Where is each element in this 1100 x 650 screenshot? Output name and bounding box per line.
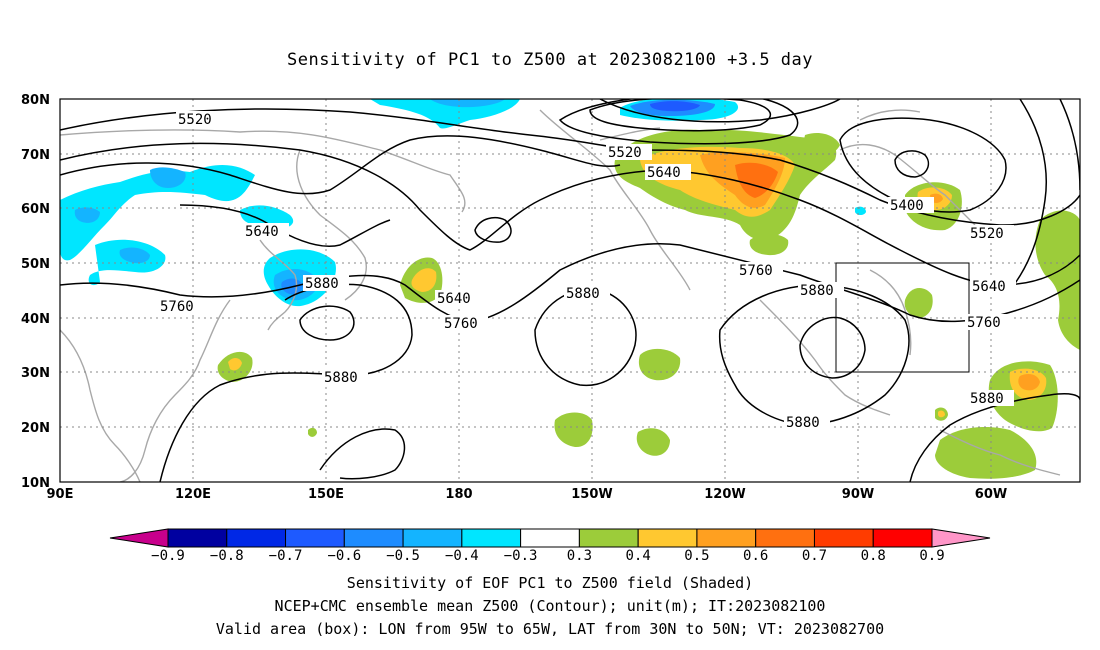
- contour-label-5400: 5400: [890, 198, 924, 214]
- contour-label-5640-b: 5640: [647, 165, 681, 181]
- colorbar-left-arrow: [109, 528, 169, 548]
- contour-label-5760-a: 5760: [160, 299, 194, 315]
- caption-line-3: Valid area (box): LON from 95W to 65W, L…: [215, 620, 885, 638]
- contour-5520-c: [1009, 99, 1048, 291]
- contour-label-5880-d: 5880: [800, 283, 834, 299]
- colorbar-cell: [578, 528, 639, 548]
- contour-5880-f: [319, 428, 406, 480]
- colorbar-label: 0.9: [919, 548, 944, 564]
- colorbar-cell: [343, 528, 404, 548]
- contour-5880-e: [909, 393, 1080, 482]
- contour-label-5640-d: 5640: [972, 279, 1006, 295]
- lon-label: 120W: [704, 487, 745, 502]
- lon-label: 180: [445, 487, 472, 502]
- contour-label-5520-a: 5520: [178, 112, 212, 128]
- contour-label-5760-d: 5760: [967, 315, 1001, 331]
- coastlines: [60, 109, 1061, 482]
- colorbar-label: −0.3: [504, 548, 538, 564]
- positive-sensitivity-shading: [217, 129, 1080, 479]
- colorbar-label: 0.5: [684, 548, 709, 564]
- contour-5760: [60, 242, 1080, 323]
- colorbar-label: 0.6: [743, 548, 768, 564]
- colorbar-right-arrow: [931, 528, 991, 548]
- colorbar-label: 0.3: [567, 548, 592, 564]
- contour-label-5640-a: 5640: [245, 224, 279, 240]
- colorbar: −0.9 −0.8 −0.7 −0.6 −0.5 −0.4 −0.3 0.3 0.4 0.5 0.6…: [109, 528, 991, 564]
- lat-label: 20N: [21, 421, 50, 436]
- colorbar-cell: [461, 528, 522, 548]
- contour-5400-b: [599, 99, 841, 123]
- contour-label-5880-b: 5880: [324, 370, 358, 386]
- colorbar-label: −0.4: [445, 548, 479, 564]
- contour-5640: [60, 142, 1080, 286]
- colorbar-cell: [520, 528, 580, 548]
- colorbar-cell: [226, 528, 287, 548]
- colorbar-label: −0.8: [210, 548, 244, 564]
- contour-label-5520-b: 5520: [608, 145, 642, 161]
- contour-5880-d: [799, 316, 866, 379]
- map-frame: [59, 98, 1081, 483]
- colorbar-cell: [402, 528, 463, 548]
- colorbar-cell: [696, 528, 757, 548]
- lon-label: 90W: [842, 487, 874, 502]
- contour-5280: [894, 150, 930, 178]
- contour-labels: 5520 5520 5520 5640 5640 5640 5640 5760 …: [158, 111, 1016, 431]
- caption-line-2: NCEP+CMC ensemble mean Z500 (Contour); u…: [274, 597, 826, 615]
- lat-label: 10N: [21, 476, 50, 491]
- colorbar-cell: [285, 528, 345, 548]
- colorbar-label: −0.6: [327, 548, 361, 564]
- contour-label-5520-c: 5520: [970, 226, 1004, 242]
- lat-label: 80N: [21, 93, 50, 108]
- lat-label: 70N: [21, 148, 50, 163]
- colorbar-cell: [637, 528, 698, 548]
- lon-label: 150E: [308, 487, 344, 502]
- colorbar-label: 0.7: [802, 548, 827, 564]
- lat-label: 60N: [21, 202, 50, 217]
- lon-label: 150W: [571, 487, 612, 502]
- contour-label-5880-a: 5880: [305, 276, 339, 292]
- contour-label-5880-e: 5880: [786, 415, 820, 431]
- lon-label: 90E: [47, 487, 74, 502]
- lon-label: 60W: [975, 487, 1007, 502]
- colorbar-label: −0.9: [151, 548, 185, 564]
- contour-5880-g: [299, 305, 355, 341]
- colorbar-label: −0.5: [386, 548, 420, 564]
- lat-label: 40N: [21, 312, 50, 327]
- colorbar-label: 0.8: [861, 548, 886, 564]
- colorbar-cell: [167, 528, 228, 548]
- contour-label-5760-c: 5760: [739, 263, 773, 279]
- caption-line-1: Sensitivity of EOF PC1 to Z500 field (Sh…: [346, 574, 754, 592]
- lat-label: 30N: [21, 366, 50, 381]
- colorbar-cell: [813, 528, 874, 548]
- contour-label-5880-f: 5880: [970, 391, 1004, 407]
- contour-label-5640-c: 5640: [437, 291, 471, 307]
- gridlines: [60, 99, 1080, 482]
- colorbar-label: −0.7: [269, 548, 303, 564]
- contour-5160: [589, 99, 772, 132]
- colorbar-cell: [872, 528, 933, 548]
- map-title: Sensitivity of PC1 to Z500 at 2023082100…: [286, 50, 813, 70]
- latitude-labels: 80N 70N 60N 50N 40N 30N 20N 10N: [21, 93, 50, 491]
- contour-5520-b: [60, 135, 621, 195]
- contour-label-5880-c: 5880: [566, 286, 600, 302]
- contour-5880-a: [159, 283, 413, 482]
- colorbar-cell: [755, 528, 815, 548]
- contour-label-5760-b: 5760: [444, 316, 478, 332]
- lat-label: 50N: [21, 257, 50, 272]
- contour-5400: [839, 117, 1007, 213]
- colorbar-label: 0.4: [626, 548, 651, 564]
- contour-5760-b: [179, 204, 391, 247]
- contour-5640-b: [474, 217, 512, 243]
- lon-label: 120E: [175, 487, 211, 502]
- longitude-labels: 90E 120E 150E 180 150W 120W 90W 60W: [47, 487, 1008, 502]
- contour-5280-b: [558, 99, 799, 145]
